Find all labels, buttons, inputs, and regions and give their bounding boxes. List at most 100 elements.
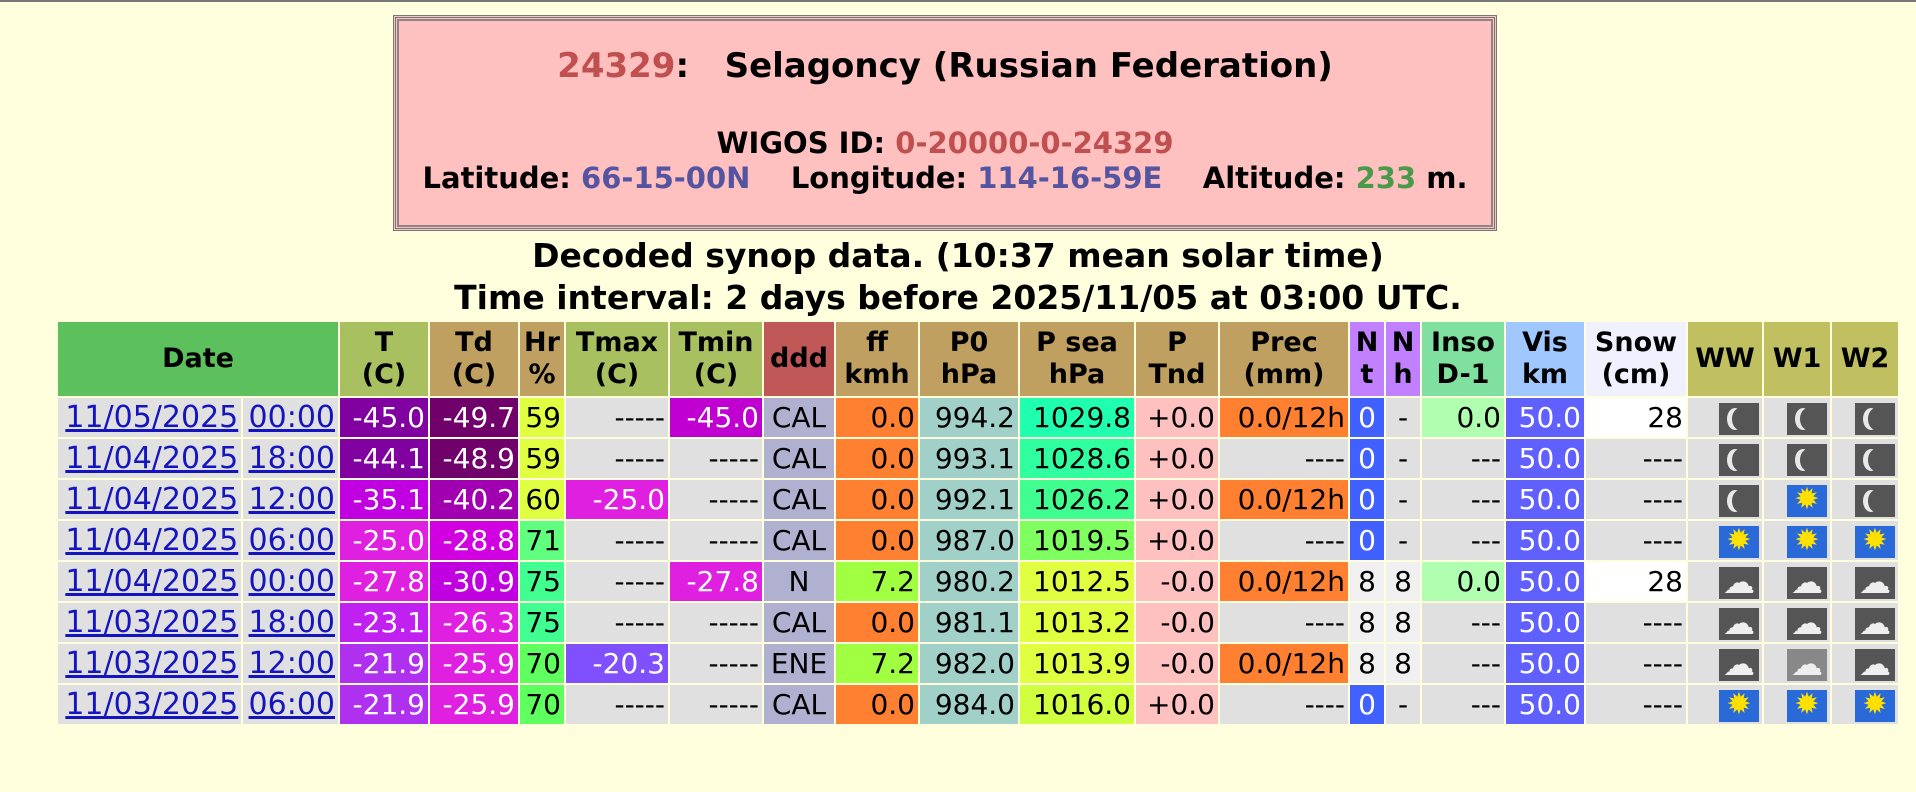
table-row: 11/03/2025 06:00 -21.9 -25.9 70 ----- ----- CAL… bbox=[58, 685, 1898, 724]
date-link[interactable]: 11/04/2025 bbox=[65, 564, 239, 599]
station-separator: : bbox=[675, 46, 690, 86]
date-cell: 11/04/2025 bbox=[58, 439, 242, 478]
date-link[interactable]: 11/03/2025 bbox=[65, 605, 239, 640]
humidity-cell: 70 bbox=[520, 644, 564, 683]
column-header-line1: Tmin bbox=[678, 327, 754, 358]
humidity-cell: 71 bbox=[520, 521, 564, 560]
sea-pressure-cell: 1019.5 bbox=[1020, 521, 1134, 560]
low-cloud-cell: - bbox=[1386, 521, 1420, 560]
w2-weather-cell bbox=[1832, 644, 1898, 683]
time-link[interactable]: 06:00 bbox=[248, 687, 335, 722]
station-pressure-cell: 982.0 bbox=[920, 644, 1018, 683]
precipitation-cell: 0.0/12h bbox=[1220, 398, 1348, 437]
time-link[interactable]: 00:00 bbox=[248, 564, 335, 599]
temperature-cell: -35.1 bbox=[340, 480, 428, 519]
time-link[interactable]: 00:00 bbox=[248, 400, 335, 435]
date-link[interactable]: 11/05/2025 bbox=[65, 400, 239, 435]
clear-sky-sun-icon bbox=[1787, 688, 1827, 722]
time-cell: 18:00 bbox=[243, 439, 338, 478]
sea-pressure-cell: 1013.9 bbox=[1020, 644, 1134, 683]
humidity-cell: 75 bbox=[520, 603, 564, 642]
wind-speed-cell: 0.0 bbox=[836, 603, 918, 642]
dew-point-cell: -40.2 bbox=[430, 480, 518, 519]
time-link[interactable]: 12:00 bbox=[248, 482, 335, 517]
table-row: 11/03/2025 18:00 -23.1 -26.3 75 ----- ----- CAL… bbox=[58, 603, 1898, 642]
column-header-line1: P0 bbox=[949, 327, 989, 358]
pressure-tendency-cell: +0.0 bbox=[1136, 480, 1218, 519]
column-header-line2: % bbox=[528, 359, 556, 390]
low-cloud-cell: - bbox=[1386, 480, 1420, 519]
tmin-cell: ----- bbox=[670, 521, 762, 560]
time-link[interactable]: 18:00 bbox=[248, 605, 335, 640]
ww-weather-cell bbox=[1688, 480, 1762, 519]
tmin-cell: ----- bbox=[670, 439, 762, 478]
total-cloud-cell: 8 bbox=[1350, 562, 1384, 601]
low-cloud-cell: 8 bbox=[1386, 644, 1420, 683]
date-link[interactable]: 11/03/2025 bbox=[65, 687, 239, 722]
altitude-unit: m. bbox=[1426, 161, 1468, 195]
column-header-ww: WW bbox=[1688, 322, 1762, 396]
wigos-line: WIGOS ID: 0-20000-0-24329 bbox=[396, 126, 1494, 160]
table-header-row: Date T (C) Td (C) Hr% Tmax (C) Tmin (C) ddd ff kmh P0… bbox=[58, 322, 1898, 396]
ww-weather-cell bbox=[1688, 439, 1762, 478]
date-cell: 11/03/2025 bbox=[58, 603, 242, 642]
w1-weather-cell bbox=[1764, 685, 1830, 724]
w2-weather-cell bbox=[1832, 562, 1898, 601]
date-cell: 11/03/2025 bbox=[58, 644, 242, 683]
total-cloud-cell: 8 bbox=[1350, 603, 1384, 642]
low-cloud-cell: - bbox=[1386, 398, 1420, 437]
table-row: 11/05/2025 00:00 -45.0 -49.7 59 ----- -45.0 CAL… bbox=[58, 398, 1898, 437]
column-header-line2: (C) bbox=[594, 359, 640, 390]
column-header-line2: (C) bbox=[693, 359, 739, 390]
w1-weather-cell bbox=[1764, 603, 1830, 642]
column-header-line1: Date bbox=[162, 343, 234, 374]
wind-speed-cell: 0.0 bbox=[836, 398, 918, 437]
column-header-t-c: T (C) bbox=[340, 322, 428, 396]
total-cloud-cell: 0 bbox=[1350, 685, 1384, 724]
insolation-cell: --- bbox=[1422, 644, 1504, 683]
tmin-cell: ----- bbox=[670, 644, 762, 683]
w1-weather-cell bbox=[1764, 562, 1830, 601]
column-header-p0-hpa: P0 hPa bbox=[920, 322, 1018, 396]
dew-point-cell: -28.8 bbox=[430, 521, 518, 560]
precipitation-cell: ---- bbox=[1220, 603, 1348, 642]
humidity-cell: 60 bbox=[520, 480, 564, 519]
station-pressure-cell: 993.1 bbox=[920, 439, 1018, 478]
tmin-cell: ----- bbox=[670, 480, 762, 519]
clear-night-moon-icon bbox=[1719, 443, 1759, 476]
temperature-cell: -25.0 bbox=[340, 521, 428, 560]
precipitation-cell: 0.0/12h bbox=[1220, 480, 1348, 519]
low-cloud-cell: 8 bbox=[1386, 603, 1420, 642]
w2-weather-cell bbox=[1832, 398, 1898, 437]
sea-pressure-cell: 1028.6 bbox=[1020, 439, 1134, 478]
insolation-cell: --- bbox=[1422, 603, 1504, 642]
time-link[interactable]: 18:00 bbox=[248, 441, 335, 476]
altitude-label: Altitude: bbox=[1202, 161, 1346, 195]
column-header-prec-mm: Prec (mm) bbox=[1220, 322, 1348, 396]
altitude-value: 233 bbox=[1355, 161, 1417, 195]
column-header-date: Date bbox=[58, 322, 338, 396]
date-link[interactable]: 11/04/2025 bbox=[65, 441, 239, 476]
w2-weather-cell bbox=[1832, 521, 1898, 560]
column-header-p-sea-hpa: P sea hPa bbox=[1020, 322, 1134, 396]
wind-speed-cell: 0.0 bbox=[836, 521, 918, 560]
wind-speed-cell: 7.2 bbox=[836, 644, 918, 683]
date-link[interactable]: 11/04/2025 bbox=[65, 523, 239, 558]
latitude-value: 66-15-00N bbox=[581, 161, 751, 195]
w1-weather-cell bbox=[1764, 480, 1830, 519]
station-pressure-cell: 994.2 bbox=[920, 398, 1018, 437]
wind-direction-cell: CAL bbox=[764, 439, 834, 478]
date-link[interactable]: 11/03/2025 bbox=[65, 646, 239, 681]
tmax-cell: ----- bbox=[566, 685, 668, 724]
time-link[interactable]: 12:00 bbox=[248, 646, 335, 681]
snow-depth-cell: ---- bbox=[1586, 480, 1686, 519]
column-header-p-tnd: P Tnd bbox=[1136, 322, 1218, 396]
date-link[interactable]: 11/04/2025 bbox=[65, 482, 239, 517]
wind-direction-cell: CAL bbox=[764, 603, 834, 642]
tmax-cell: -20.3 bbox=[566, 644, 668, 683]
dew-point-cell: -30.9 bbox=[430, 562, 518, 601]
clear-night-moon-icon bbox=[1719, 402, 1759, 435]
w2-weather-cell bbox=[1832, 603, 1898, 642]
time-link[interactable]: 06:00 bbox=[248, 523, 335, 558]
longitude-value: 114-16-59E bbox=[977, 161, 1163, 195]
